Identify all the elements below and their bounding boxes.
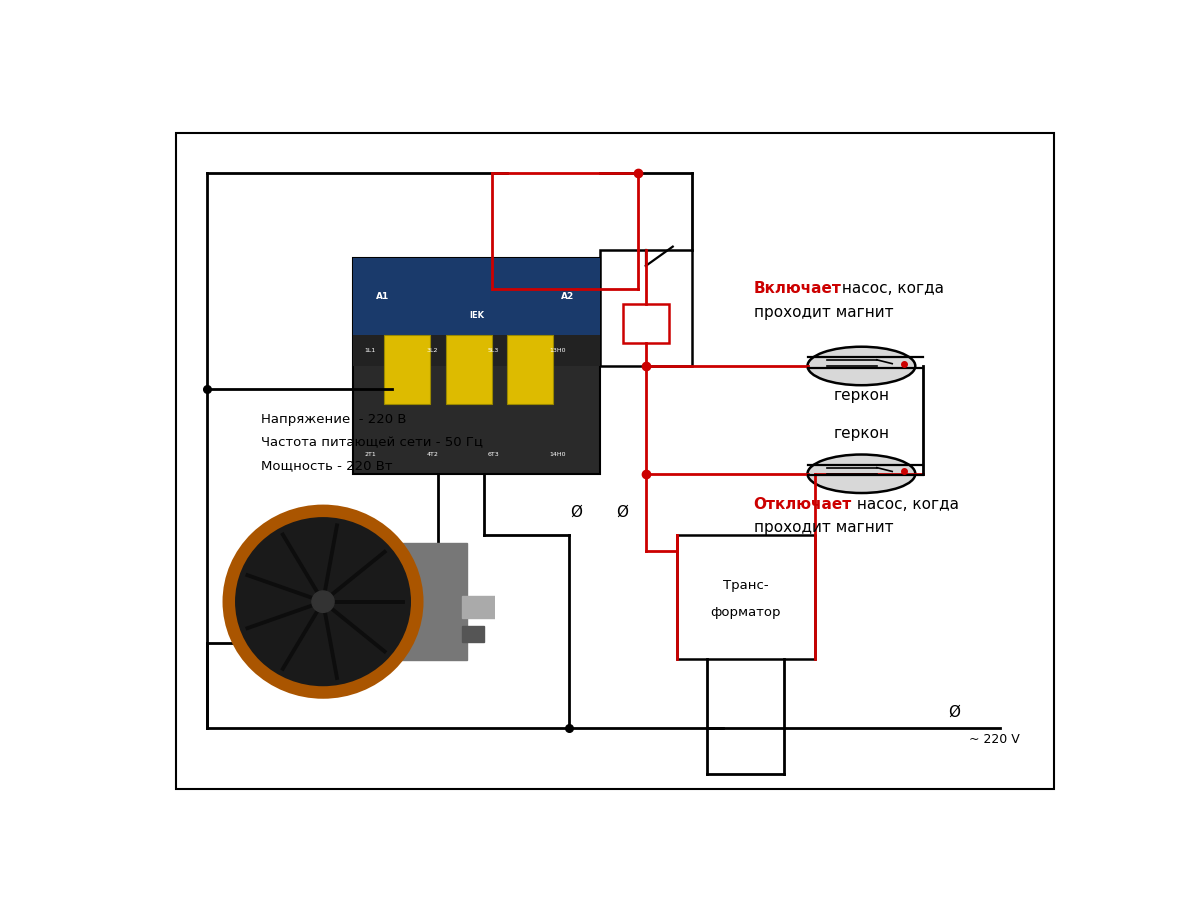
Bar (508, 335, 553, 404)
Bar (384, 335, 430, 404)
Text: 3L2: 3L2 (426, 348, 438, 353)
Bar (353, 258, 600, 474)
Text: проходит магнит: проходит магнит (754, 305, 893, 320)
Text: насос, когда: насос, когда (836, 281, 943, 297)
Text: форматор: форматор (710, 606, 781, 619)
Text: геркон: геркон (833, 426, 889, 441)
Text: 4T2: 4T2 (426, 452, 438, 457)
Text: Включает: Включает (754, 281, 841, 297)
Text: Частота питающей сети - 50 Гц: Частота питающей сети - 50 Гц (260, 436, 482, 449)
Bar (600, 250, 692, 366)
Text: насос, когда: насос, когда (852, 497, 959, 512)
Text: 6T3: 6T3 (488, 452, 499, 457)
Text: 2T1: 2T1 (365, 452, 377, 457)
Text: геркон: геркон (833, 387, 889, 403)
Text: Напряжение  - 220 В: Напряжение - 220 В (260, 414, 407, 426)
Text: 14H0: 14H0 (550, 452, 566, 457)
Text: Транс-: Транс- (724, 579, 769, 592)
Text: 5L3: 5L3 (488, 348, 499, 353)
Text: проходит магнит: проходит магнит (754, 520, 893, 535)
Text: Ø: Ø (570, 505, 582, 519)
Ellipse shape (808, 347, 916, 385)
Text: Ø: Ø (948, 705, 960, 720)
Text: Отключает: Отключает (754, 497, 852, 512)
Bar (353, 258, 600, 335)
Text: A1: A1 (377, 292, 390, 301)
Bar (623, 304, 668, 343)
Text: 13H0: 13H0 (550, 348, 566, 353)
Bar (677, 535, 815, 658)
Text: ~ 220 V: ~ 220 V (970, 733, 1020, 746)
Text: IEK: IEK (469, 311, 484, 320)
Bar (445, 335, 492, 404)
Text: Мощность - 220 Вт: Мощность - 220 Вт (260, 459, 392, 473)
Bar (353, 335, 600, 366)
Ellipse shape (808, 455, 916, 493)
Text: A2: A2 (562, 292, 575, 301)
Text: Ø: Ø (617, 505, 629, 519)
Text: 1L1: 1L1 (365, 348, 376, 353)
